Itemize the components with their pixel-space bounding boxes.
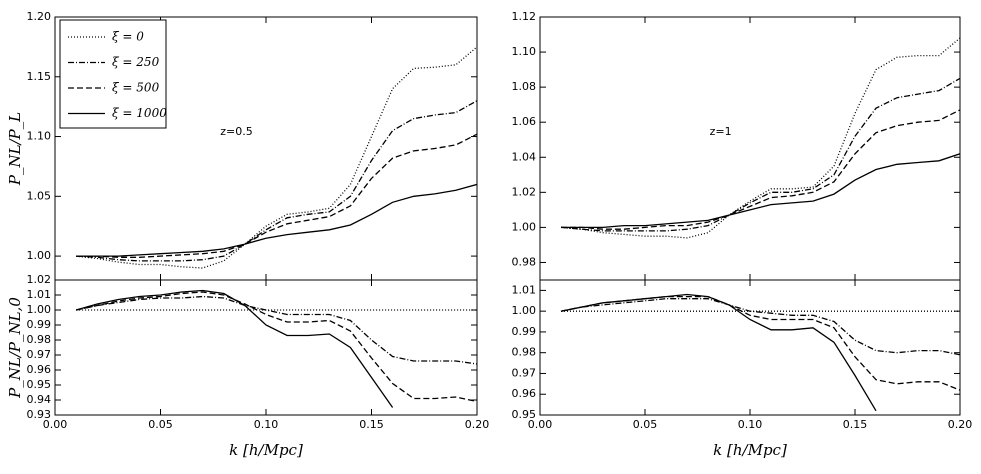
y-tick-label: 1.01 bbox=[27, 288, 52, 301]
y-tick-label: 0.95 bbox=[512, 408, 537, 421]
x-tick-label: 0.00 bbox=[528, 418, 553, 431]
y-tick-label: 1.05 bbox=[27, 189, 52, 202]
y-tick-label: 0.96 bbox=[27, 363, 52, 376]
series-line bbox=[75, 289, 394, 408]
series-line bbox=[76, 46, 477, 269]
plot-frame bbox=[539, 279, 961, 416]
x-tick-label: 0.10 bbox=[254, 418, 279, 431]
y-tick-label: 1.10 bbox=[512, 45, 537, 58]
y-tick-label: 0.95 bbox=[27, 378, 52, 391]
x-tick-label: 0.15 bbox=[359, 418, 384, 431]
y-tick-label: 1.04 bbox=[512, 150, 537, 163]
series-line bbox=[560, 293, 877, 412]
y-tick-label: 0.93 bbox=[27, 408, 52, 421]
y-tick-label: 0.94 bbox=[27, 393, 52, 406]
series-line bbox=[561, 153, 960, 229]
y-tick-label: 0.98 bbox=[27, 333, 52, 346]
y-axis-label: P_NL/P_L bbox=[6, 112, 24, 186]
legend-label: ξ = 1000 bbox=[112, 106, 167, 120]
y-tick-label: 0.96 bbox=[512, 387, 537, 400]
series-line bbox=[75, 291, 477, 403]
legend-label: ξ = 250 bbox=[112, 55, 160, 69]
series-line bbox=[560, 37, 960, 239]
series-line bbox=[76, 100, 477, 262]
y-tick-label: 1.08 bbox=[512, 80, 537, 93]
y-axis-label: P_NL/P_NL,0 bbox=[6, 297, 24, 399]
y-tick-label: 0.97 bbox=[512, 366, 537, 379]
x-tick-label: 0.00 bbox=[43, 418, 68, 431]
x-tick-label: 0.10 bbox=[738, 418, 763, 431]
y-tick-label: 1.12 bbox=[512, 10, 537, 23]
series-line bbox=[75, 295, 477, 365]
y-tick-label: 1.02 bbox=[512, 185, 537, 198]
y-tick-label: 1.00 bbox=[27, 303, 52, 316]
x-tick-label: 0.05 bbox=[148, 418, 173, 431]
y-tick-label: 1.10 bbox=[27, 130, 52, 143]
series-line bbox=[76, 183, 477, 257]
x-tick-label: 0.15 bbox=[843, 418, 868, 431]
y-tick-label: 1.15 bbox=[27, 70, 52, 83]
y-tick-label: 0.97 bbox=[27, 348, 52, 361]
series-line bbox=[560, 298, 960, 356]
legend-box bbox=[59, 19, 167, 129]
legend-label: ξ = 500 bbox=[112, 81, 160, 95]
series-line bbox=[76, 133, 477, 258]
plot-frame bbox=[54, 279, 478, 416]
x-axis-label: k [h/Mpc] bbox=[713, 441, 787, 459]
x-axis-label: k [h/Mpc] bbox=[229, 441, 303, 459]
legend-label: ξ = 0 bbox=[112, 30, 144, 44]
annotation: z=1 bbox=[710, 125, 732, 138]
series-line bbox=[560, 77, 960, 232]
series-line bbox=[561, 109, 960, 230]
x-tick-label: 0.20 bbox=[465, 418, 490, 431]
y-tick-label: 1.06 bbox=[512, 115, 537, 128]
y-tick-label: 1.02 bbox=[27, 273, 52, 286]
x-tick-label: 0.20 bbox=[948, 418, 973, 431]
y-tick-label: 0.98 bbox=[512, 346, 537, 359]
y-tick-label: 0.99 bbox=[512, 325, 537, 338]
plot-frame bbox=[539, 16, 961, 281]
y-tick-label: 0.99 bbox=[27, 318, 52, 331]
y-tick-label: 1.00 bbox=[512, 220, 537, 233]
y-tick-label: 1.01 bbox=[512, 283, 537, 296]
y-tick-label: 0.98 bbox=[512, 255, 537, 268]
y-tick-label: 1.00 bbox=[27, 249, 52, 262]
x-tick-label: 0.05 bbox=[633, 418, 658, 431]
y-tick-label: 1.20 bbox=[27, 10, 52, 23]
annotation: z=0.5 bbox=[220, 125, 252, 138]
y-tick-label: 1.00 bbox=[512, 304, 537, 317]
